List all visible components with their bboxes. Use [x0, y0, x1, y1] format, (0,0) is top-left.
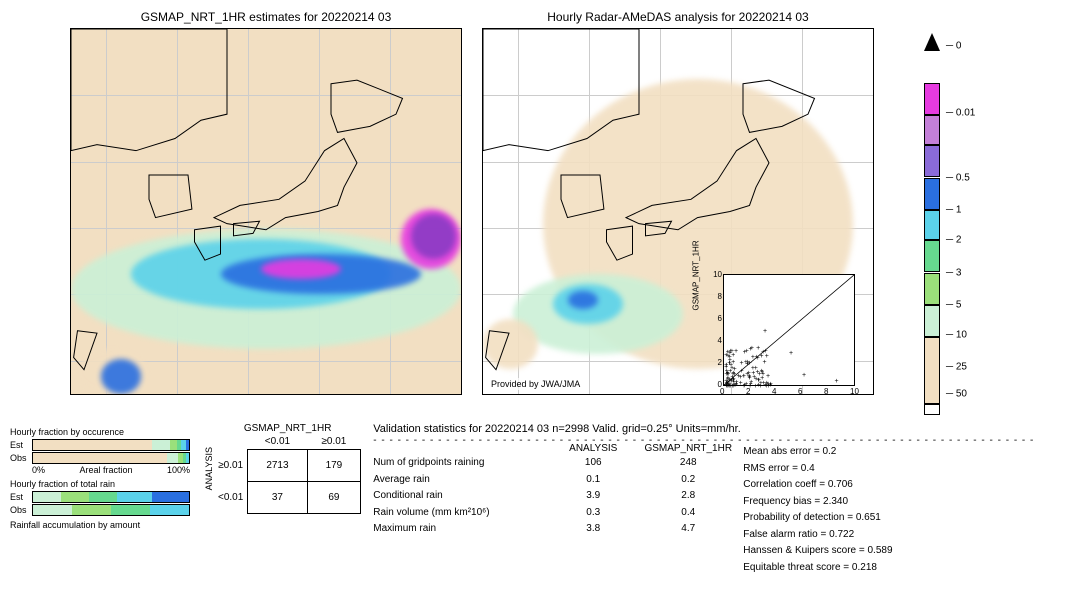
stats-row: Average rain0.10.2: [373, 473, 743, 488]
maps-row: GSMAP_NRT_1HR estimates for 20220214 03 …: [70, 10, 1070, 415]
stats-metric: Equitable threat score = 0.218: [743, 561, 963, 576]
map1-title: GSMAP_NRT_1HR estimates for 20220214 03: [70, 10, 462, 24]
ytick: 40°N: [70, 156, 71, 167]
ytick: 35°N: [70, 223, 71, 234]
xtick: 125°E: [93, 394, 120, 395]
bottom-row: Hourly fraction by occurence EstObs 0% A…: [10, 423, 1070, 575]
cb-tick: ─ 0: [940, 41, 961, 52]
frac-axis-1: 100%: [167, 465, 190, 475]
frac-row: Obs: [10, 452, 190, 464]
colorbar: ─ 50─ 25─ 10─ 5─ 3─ 2─ 1─ 0.5─ 0.01─ 0: [924, 35, 940, 415]
map-panel-gsmap: GSMAP_NRT_1HR estimates for 20220214 03 …: [70, 10, 462, 415]
provided-label: Provided by JWA/JMA: [489, 378, 582, 390]
cb-tick: ─ 0.01: [940, 107, 975, 118]
fraction-bars: Hourly fraction by occurence EstObs 0% A…: [10, 423, 190, 532]
stats-divider: - - - - - - - - - - - - - - - - - - - - …: [373, 435, 1034, 443]
stats-title: Validation statistics for 20220214 03 n=…: [373, 423, 1034, 435]
ytick: 30°N: [70, 289, 71, 300]
stats-h2: GSMAP_NRT_1HR: [633, 443, 743, 454]
frac-row: Est: [10, 439, 190, 451]
frac-rain-title: Hourly fraction of total rain: [10, 479, 190, 489]
cb-tick: ─ 2: [940, 235, 961, 246]
stats-metric: Correlation coeff = 0.706: [743, 478, 963, 493]
ct-ch-0: <0.01: [248, 434, 307, 450]
stats-row: Rain volume (mm km²10⁶)0.30.4: [373, 506, 743, 521]
cb-tick: ─ 3: [940, 267, 961, 278]
xtick: 135°E: [647, 394, 674, 395]
cb-tick: ─ 0.5: [940, 172, 970, 183]
ct-ch-1: ≥0.01: [307, 434, 361, 450]
cb-tick: ─ 1: [940, 204, 961, 215]
xtick: 140°E: [305, 394, 332, 395]
map-panel-radar: Hourly Radar-AMeDAS analysis for 2022021…: [482, 10, 874, 415]
stats-row: Num of gridpoints raining106248: [373, 456, 743, 471]
cb-tick: ─ 25: [940, 362, 967, 373]
xtick: 145°E: [788, 394, 815, 395]
ct-c10: 37: [248, 482, 307, 514]
ct-col-title: GSMAP_NRT_1HR: [214, 423, 361, 434]
stats-metric: False alarm ratio = 0.722: [743, 528, 963, 543]
ct-c01: 179: [307, 450, 361, 482]
stats-metric: Hanssen & Kuipers score = 0.589: [743, 544, 963, 559]
cb-tick: ─ 50: [940, 389, 967, 400]
stats-panel: Validation statistics for 20220214 03 n=…: [373, 423, 1034, 575]
ytick: 35°N: [482, 223, 483, 234]
stats-row: Maximum rain3.84.7: [373, 522, 743, 537]
xtick: 125°E: [505, 394, 532, 395]
ytick: 25°N: [70, 355, 71, 366]
ytick: 40°N: [482, 156, 483, 167]
xtick: 135°E: [235, 394, 262, 395]
stats-metric: Probability of detection = 0.651: [743, 511, 963, 526]
ct-c00: 2713: [248, 450, 307, 482]
ct-c11: 69: [307, 482, 361, 514]
xtick: 130°E: [164, 394, 191, 395]
frac-row: Est: [10, 491, 190, 503]
ytick: 45°N: [482, 90, 483, 101]
stats-metric: Frequency bias = 2.340: [743, 495, 963, 510]
ytick: 45°N: [70, 90, 71, 101]
contingency-table: <0.01 ≥0.01 ≥0.01 2713 179 <0.01 37 69: [214, 434, 361, 514]
map2-plot: 25°N 30°N 35°N 40°N 45°N 125°E 130°E 135°E 140°E…: [482, 28, 874, 395]
xtick: 145°E: [376, 394, 403, 395]
stats-metric: Mean abs error = 0.2: [743, 445, 963, 460]
stats-h1: ANALYSIS: [553, 443, 633, 454]
frac-axis-mid: Areal fraction: [79, 465, 132, 475]
frac-row: Obs: [10, 504, 190, 516]
frac-occ-title: Hourly fraction by occurence: [10, 427, 190, 437]
frac-rain-footer: Rainfall accumulation by amount: [10, 520, 190, 530]
contingency-panel: ANALYSIS GSMAP_NRT_1HR <0.01 ≥0.01 ≥0.01…: [202, 423, 361, 514]
cb-tick: ─ 10: [940, 330, 967, 341]
cb-tick: ─ 5: [940, 299, 961, 310]
inset-scatter: ++++++++++++++++++++++++++++++++++++++++…: [723, 274, 855, 386]
map1-plot: 25°N 30°N 35°N 40°N 45°N 125°E 130°E 135°E 140°E…: [70, 28, 462, 395]
xtick: 140°E: [717, 394, 744, 395]
frac-axis-0: 0%: [32, 465, 45, 475]
ytick: 25°N: [482, 355, 483, 366]
ct-rh-0: ≥0.01: [214, 450, 248, 482]
ct-rh-1: <0.01: [214, 482, 248, 514]
ytick: 30°N: [482, 289, 483, 300]
ct-row-title: ANALYSIS: [202, 447, 214, 490]
xtick: 130°E: [576, 394, 603, 395]
stats-metric: RMS error = 0.4: [743, 462, 963, 477]
map2-title: Hourly Radar-AMeDAS analysis for 2022021…: [482, 10, 874, 24]
stats-row: Conditional rain3.92.8: [373, 489, 743, 504]
stats-h0: [373, 443, 553, 454]
